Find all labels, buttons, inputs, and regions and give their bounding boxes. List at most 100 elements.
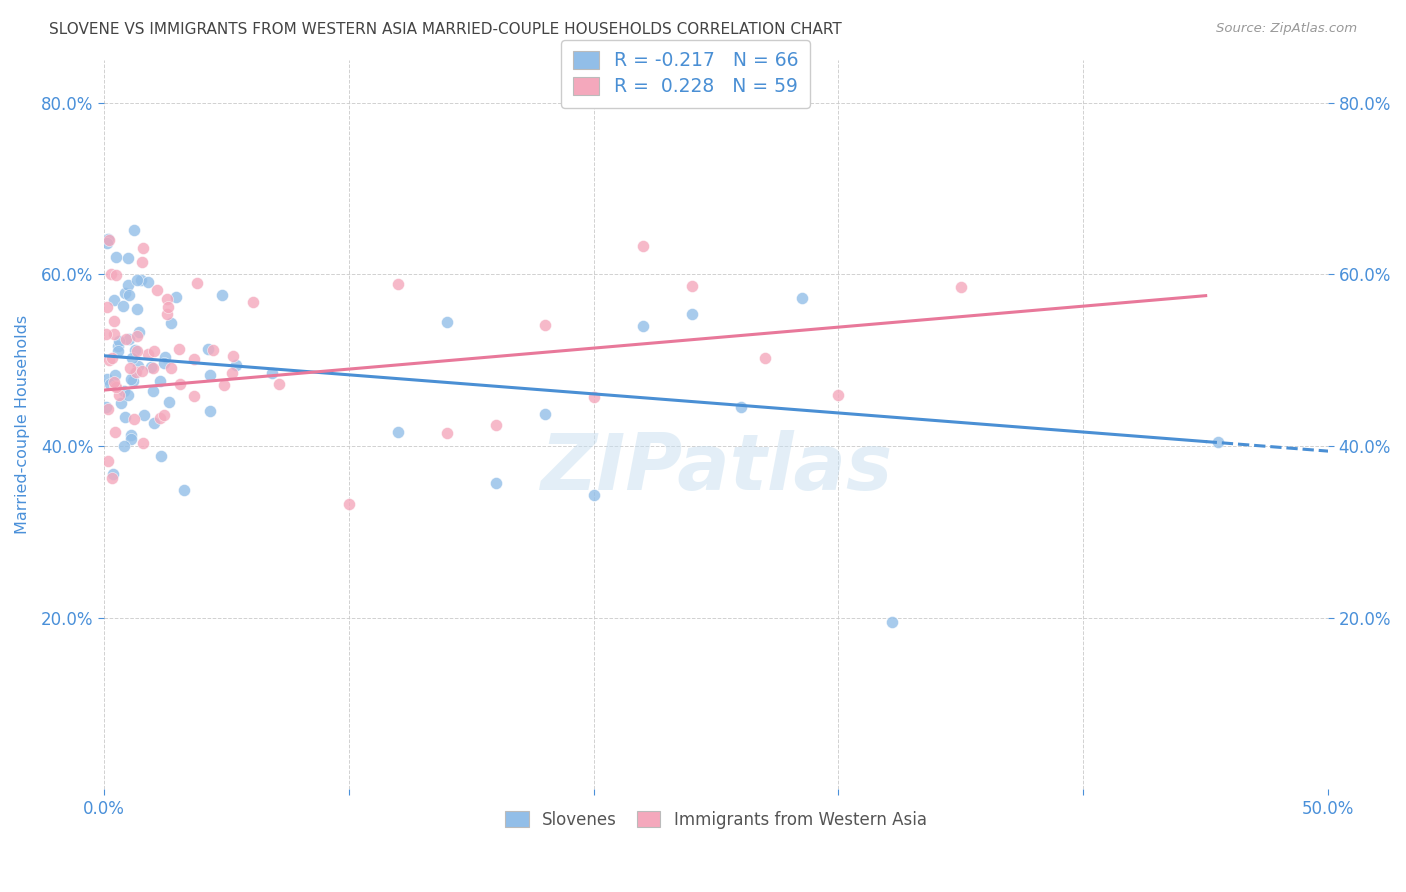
Point: [97, 402, 120, 417]
Point: [337, 497, 360, 511]
Point: [112, 439, 135, 453]
Text: Source: ZipAtlas.com: Source: ZipAtlas.com: [1216, 22, 1357, 36]
Point: [122, 223, 145, 237]
Point: [143, 344, 166, 359]
Point: [197, 343, 219, 357]
Point: [96, 327, 118, 342]
Point: [681, 307, 703, 321]
Point: [127, 359, 149, 373]
Point: [242, 295, 264, 310]
Point: [131, 273, 153, 287]
Point: [156, 292, 179, 306]
Point: [128, 325, 150, 339]
Point: [143, 416, 166, 430]
Point: [153, 350, 176, 364]
Point: [631, 239, 654, 253]
Point: [198, 404, 221, 418]
Point: [103, 293, 125, 307]
Point: [169, 342, 191, 356]
Point: [101, 467, 124, 481]
Point: [485, 418, 508, 433]
Point: [138, 347, 160, 361]
Point: [157, 300, 180, 314]
Point: [96, 300, 118, 314]
Point: [152, 356, 174, 370]
Point: [387, 425, 409, 439]
Point: [159, 316, 181, 330]
Point: [156, 307, 179, 321]
Point: [104, 425, 127, 439]
Point: [269, 377, 291, 392]
Point: [222, 350, 245, 364]
Point: [96, 232, 118, 246]
Point: [120, 361, 142, 376]
Point: [121, 374, 143, 388]
Point: [124, 366, 146, 380]
Point: [183, 352, 205, 367]
Point: [153, 408, 176, 422]
Point: [125, 365, 148, 379]
Point: [183, 389, 205, 403]
Point: [107, 344, 129, 359]
Point: [949, 279, 972, 293]
Point: [97, 453, 120, 467]
Point: [221, 366, 243, 380]
Point: [141, 360, 163, 375]
Point: [198, 368, 221, 382]
Point: [631, 319, 654, 334]
Point: [120, 432, 142, 446]
Point: [1206, 434, 1229, 449]
Point: [533, 318, 555, 333]
Point: [104, 368, 127, 382]
Point: [117, 388, 139, 402]
Point: [97, 353, 120, 368]
Point: [107, 339, 129, 353]
Point: [681, 279, 703, 293]
Point: [582, 390, 605, 404]
Point: [436, 426, 458, 441]
Point: [212, 377, 235, 392]
Point: [100, 267, 122, 281]
Point: [387, 277, 409, 292]
Point: [533, 408, 555, 422]
Point: [100, 351, 122, 365]
Point: [103, 375, 125, 389]
Point: [211, 288, 233, 302]
Point: [124, 343, 146, 357]
Point: [125, 343, 148, 358]
Point: [149, 375, 172, 389]
Point: [131, 364, 153, 378]
Point: [169, 377, 191, 392]
Point: [138, 275, 160, 289]
Point: [114, 409, 136, 424]
Point: [730, 400, 752, 414]
Point: [436, 315, 458, 329]
Point: [827, 388, 849, 402]
Point: [186, 276, 208, 290]
Point: [202, 343, 225, 358]
Point: [117, 251, 139, 265]
Point: [125, 301, 148, 316]
Point: [134, 408, 156, 422]
Point: [225, 359, 247, 373]
Point: [98, 233, 121, 247]
Point: [160, 361, 183, 376]
Point: [142, 360, 165, 375]
Point: [110, 396, 132, 410]
Text: SLOVENE VS IMMIGRANTS FROM WESTERN ASIA MARRIED-COUPLE HOUSEHOLDS CORRELATION CH: SLOVENE VS IMMIGRANTS FROM WESTERN ASIA …: [49, 22, 842, 37]
Point: [882, 615, 904, 629]
Point: [103, 327, 125, 342]
Point: [120, 427, 142, 442]
Point: [105, 380, 128, 394]
Point: [149, 449, 172, 463]
Point: [101, 471, 124, 485]
Legend: Slovenes, Immigrants from Western Asia: Slovenes, Immigrants from Western Asia: [499, 805, 934, 836]
Point: [114, 285, 136, 300]
Point: [262, 366, 284, 380]
Point: [485, 476, 508, 491]
Point: [108, 334, 131, 348]
Point: [118, 332, 141, 346]
Point: [125, 273, 148, 287]
Point: [157, 394, 180, 409]
Point: [112, 300, 135, 314]
